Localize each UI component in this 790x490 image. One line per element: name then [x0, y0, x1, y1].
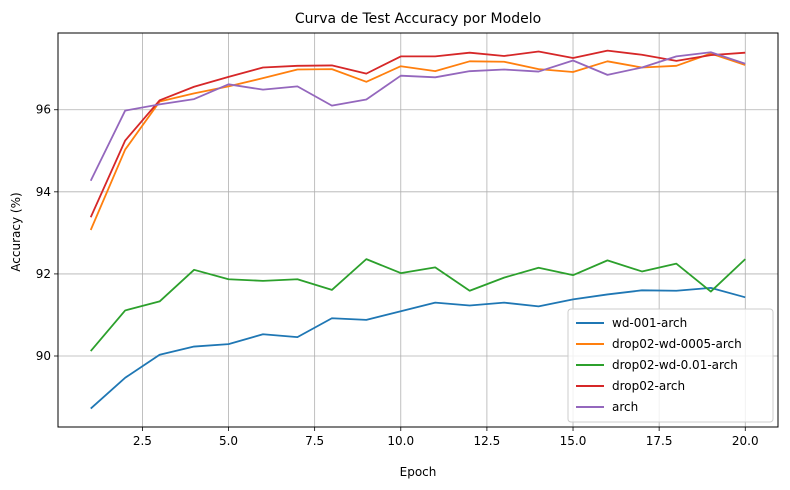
y-axis-ticks: 90 92 94 96	[36, 103, 58, 363]
series-line-drop02-wd-0.01-arch	[90, 258, 746, 352]
y-tick-label: 90	[36, 349, 51, 363]
x-tick-label: 10.0	[387, 434, 414, 448]
y-tick-label: 94	[36, 185, 51, 199]
y-axis-label: Accuracy (%)	[9, 192, 23, 271]
legend-label: wd-001-arch	[612, 316, 687, 330]
series-lines	[89, 49, 746, 410]
series-line-arch	[89, 51, 746, 182]
plot-area-frame	[57, 32, 779, 428]
series-line-wd-001-arch	[90, 286, 746, 410]
x-axis-ticks: 2.5 5.0 7.5 10.0 12.5 15.0 17.5 20.0	[133, 427, 759, 448]
legend-label: drop02-arch	[612, 379, 685, 393]
series-line-drop02-arch	[89, 49, 746, 218]
legend: wd-001-arch drop02-wd-0005-arch drop02-wd-…	[567, 308, 774, 423]
x-tick-label: 20.0	[732, 434, 759, 448]
y-tick-label: 96	[36, 103, 51, 117]
x-axis-label: Epoch	[400, 465, 437, 479]
y-tick-label: 92	[36, 267, 51, 281]
x-tick-label: 17.5	[646, 434, 673, 448]
x-tick-label: 12.5	[474, 434, 501, 448]
legend-label: drop02-wd-0.01-arch	[612, 358, 738, 372]
legend-box	[567, 308, 774, 423]
legend-label: arch	[612, 400, 638, 414]
x-tick-label: 5.0	[219, 434, 238, 448]
x-tick-label: 7.5	[305, 434, 324, 448]
x-tick-label: 15.0	[560, 434, 587, 448]
legend-label: drop02-wd-0005-arch	[612, 337, 742, 351]
series-line-drop02-wd-0005-arch	[89, 52, 746, 231]
x-tick-label: 2.5	[133, 434, 152, 448]
chart-title: Curva de Test Accuracy por Modelo	[295, 11, 541, 27]
